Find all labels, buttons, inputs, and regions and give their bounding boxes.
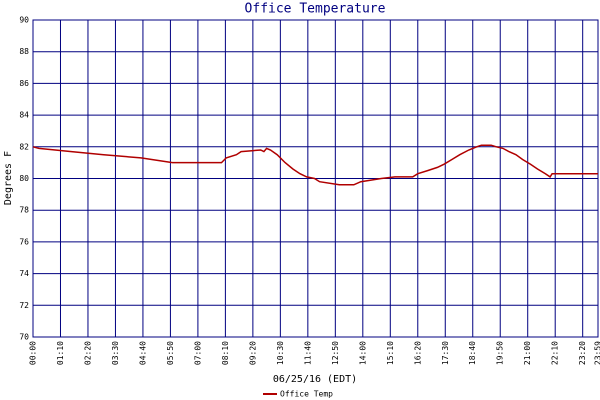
y-tick-label: 70 <box>19 333 29 342</box>
x-tick-label: 01:10 <box>56 341 65 365</box>
y-axis-label: Degrees F <box>3 151 14 205</box>
x-axis-label: 06/25/16 (EDT) <box>273 374 357 385</box>
legend-label: Office Temp <box>280 390 333 399</box>
x-tick-label: 14:00 <box>358 341 367 365</box>
x-tick-label: 12:50 <box>331 341 340 365</box>
y-tick-label: 78 <box>19 206 29 215</box>
x-tick-label: 05:50 <box>166 341 175 365</box>
y-tick-label: 76 <box>19 237 29 246</box>
x-tick-label: 15:10 <box>386 341 395 365</box>
x-tick-label: 19:50 <box>496 341 505 365</box>
x-tick-label: 17:30 <box>441 341 450 365</box>
x-tick-label: 08:10 <box>221 341 230 365</box>
y-tick-label: 84 <box>19 111 29 120</box>
x-tick-label: 02:20 <box>83 341 92 365</box>
x-tick-label: 09:20 <box>248 341 257 365</box>
y-tick-label: 80 <box>19 174 29 183</box>
y-tick-label: 86 <box>19 79 29 88</box>
y-tick-label: 88 <box>19 47 29 56</box>
x-tick-label: 22:10 <box>551 341 560 365</box>
x-tick-label: 07:00 <box>193 341 202 365</box>
x-tick-label: 23:59 <box>594 341 600 365</box>
x-tick-label: 03:30 <box>111 341 120 365</box>
chart-title: Office Temperature <box>245 2 386 17</box>
x-tick-label: 16:20 <box>413 341 422 365</box>
x-tick-label: 21:00 <box>523 341 532 365</box>
x-tick-label: 04:40 <box>138 341 147 365</box>
y-tick-label: 72 <box>19 301 29 310</box>
data-line <box>32 144 598 186</box>
x-tick-label: 00:00 <box>29 341 38 365</box>
x-tick-label: 11:40 <box>303 341 312 365</box>
y-tick-label: 90 <box>19 16 29 25</box>
x-tick-label: 10:30 <box>276 341 285 365</box>
y-tick-label: 82 <box>19 142 29 151</box>
y-tick-label: 74 <box>19 269 29 278</box>
x-tick-label: 18:40 <box>468 341 477 365</box>
x-tick-label: 23:20 <box>578 341 587 365</box>
